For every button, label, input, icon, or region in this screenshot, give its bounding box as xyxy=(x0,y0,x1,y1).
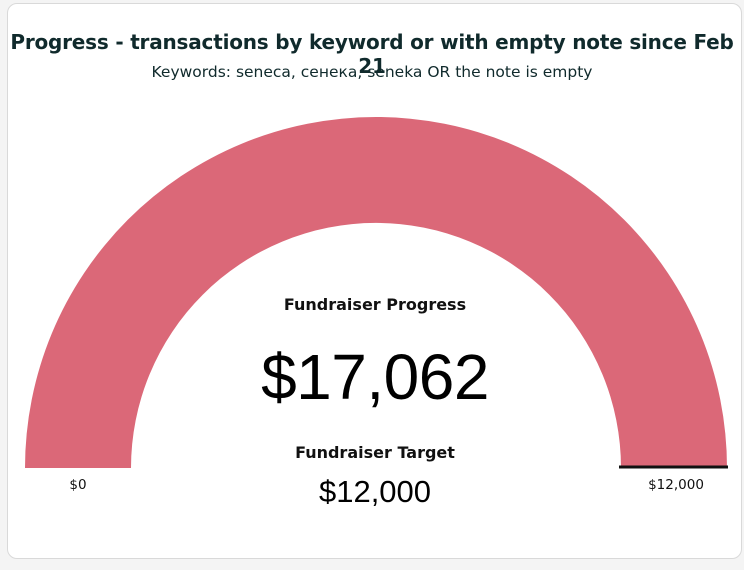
progress-label: Fundraiser Progress xyxy=(283,295,467,314)
chart-subtitle: Keywords: seneca, сенека, seneka OR the … xyxy=(151,63,593,81)
progress-value: $17,062 xyxy=(261,341,489,413)
target-value: $12,000 xyxy=(318,474,432,509)
axis-min-label: $0 xyxy=(69,477,87,493)
target-label: Fundraiser Target xyxy=(295,443,455,462)
chart-title: Progress - transactions by keyword or wi… xyxy=(10,30,734,78)
gauge-progress-arc xyxy=(25,117,727,468)
axis-max-label: $12,000 xyxy=(648,477,704,493)
